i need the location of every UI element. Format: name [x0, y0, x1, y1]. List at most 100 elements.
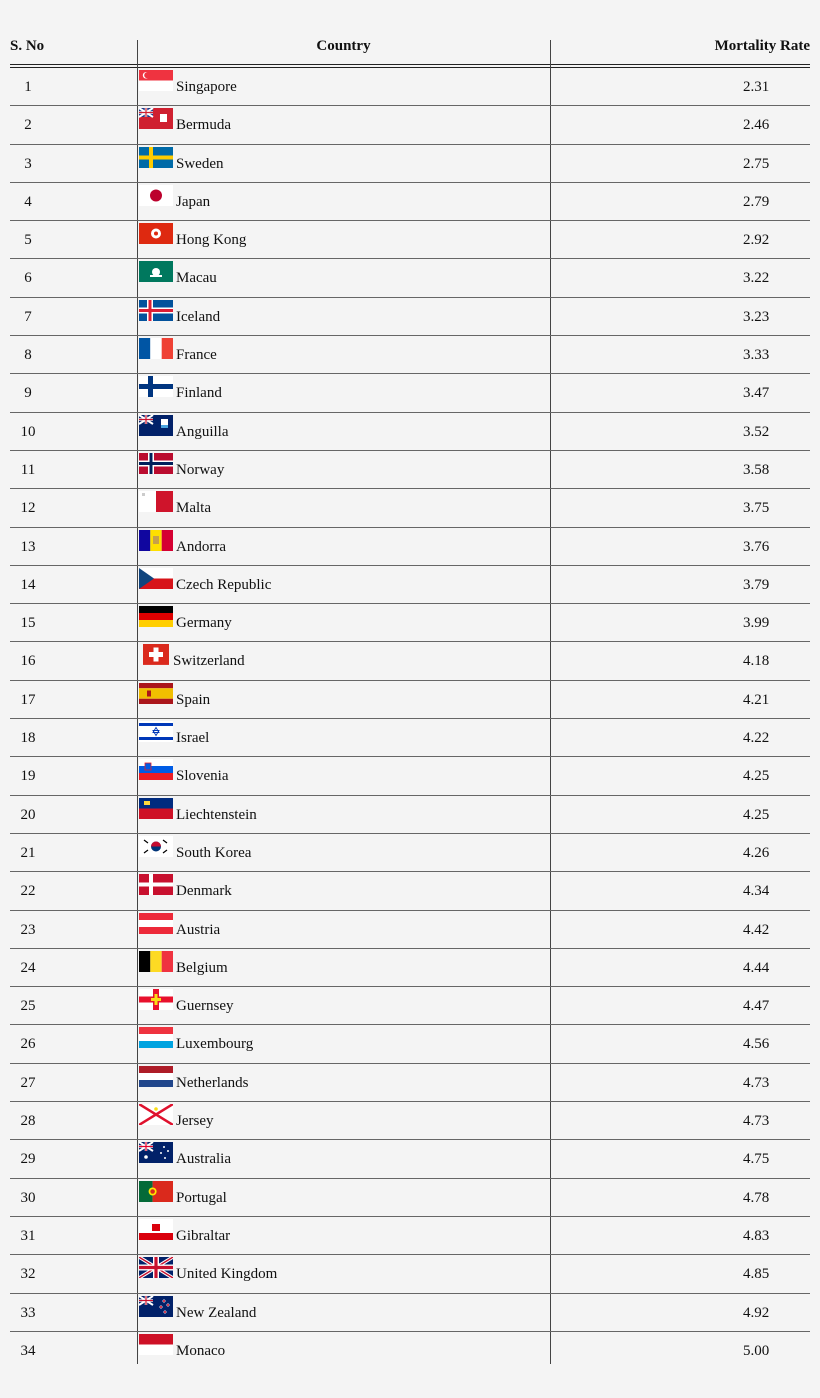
hong-kong-flag-icon	[139, 223, 173, 245]
table-header: S. No Country Mortality Rate	[10, 34, 810, 64]
table-row: 20 Liechtenstein 4.25	[10, 796, 810, 834]
macau-flag-icon	[139, 261, 173, 283]
japan-flag-icon	[139, 184, 173, 206]
row-sno: 14	[20, 576, 36, 593]
table-row: 8 France 3.33	[10, 336, 810, 375]
row-sno: 6	[24, 270, 32, 287]
table-row: 12 Malta 3.75	[10, 489, 810, 528]
row-mortality-rate: 4.26	[743, 844, 770, 861]
row-sno: 21	[20, 844, 36, 861]
header-sno: S. No	[10, 38, 45, 54]
row-sno: 11	[20, 461, 36, 478]
finland-flag-icon	[139, 376, 173, 398]
row-sno: 5	[24, 232, 32, 249]
row-mortality-rate: 4.85	[743, 1266, 770, 1283]
table-row: 5 Hong Kong 2.92	[10, 221, 810, 260]
table-row: 23 Austria 4.42	[10, 911, 810, 949]
row-country: Iceland	[176, 308, 221, 325]
row-mortality-rate: 4.56	[743, 1036, 770, 1053]
gibraltar-flag-icon	[139, 1218, 173, 1240]
row-country: Denmark	[176, 883, 232, 900]
table-row: 27 Netherlands 4.73	[10, 1064, 810, 1103]
row-country: Andorra	[176, 538, 226, 555]
row-mortality-rate: 4.42	[743, 921, 770, 938]
new-zealand-flag-icon	[139, 1295, 173, 1317]
row-sno: 22	[20, 883, 36, 900]
australia-flag-icon	[139, 1142, 173, 1164]
row-country: Liechtenstein	[176, 806, 257, 823]
row-mortality-rate: 4.34	[743, 883, 770, 900]
south-korea-flag-icon	[139, 835, 173, 857]
table-row: 26 Luxembourg 4.56	[10, 1025, 810, 1064]
table-row: 3 Sweden 2.75	[10, 145, 810, 183]
row-country: Slovenia	[176, 768, 229, 785]
table-row: 33 New Zealand 4.92	[10, 1294, 810, 1332]
iceland-flag-icon	[139, 299, 173, 321]
austria-flag-icon	[139, 912, 173, 934]
row-sno: 7	[24, 308, 32, 325]
norway-flag-icon	[139, 452, 173, 474]
table-row: 32 United Kingdom 4.85	[10, 1255, 810, 1294]
row-country: Austria	[176, 921, 221, 938]
spain-flag-icon	[139, 682, 173, 704]
switzerland-flag-icon	[139, 644, 173, 666]
row-country: Finland	[176, 385, 222, 402]
row-country: France	[176, 347, 217, 364]
header-rule-bottom	[10, 67, 810, 68]
table-row: 17 Spain 4.21	[10, 681, 810, 720]
row-mortality-rate: 4.22	[743, 730, 770, 747]
united-kingdom-flag-icon	[139, 1257, 173, 1279]
table-row: 22 Denmark 4.34	[10, 872, 810, 911]
row-sno: 26	[20, 1036, 36, 1053]
row-mortality-rate: 2.79	[743, 193, 770, 210]
monaco-flag-icon	[139, 1333, 173, 1355]
table-row: 1 Singapore 2.31	[10, 68, 810, 107]
anguilla-flag-icon	[139, 414, 173, 436]
row-mortality-rate: 3.23	[743, 308, 770, 325]
row-sno: 4	[24, 193, 32, 210]
row-sno: 3	[24, 155, 32, 172]
table-row: 15 Germany 3.99	[10, 604, 810, 643]
row-mortality-rate: 4.18	[743, 653, 770, 670]
row-mortality-rate: 4.44	[743, 959, 770, 976]
row-country: Portugal	[176, 1189, 227, 1206]
row-country: New Zealand	[176, 1304, 257, 1321]
row-mortality-rate: 4.92	[743, 1304, 770, 1321]
table-row: 21 South Korea 4.26	[10, 834, 810, 873]
row-sno: 12	[20, 500, 36, 517]
table-row: 30 Portugal 4.78	[10, 1179, 810, 1217]
portugal-flag-icon	[139, 1180, 173, 1202]
table-row: 16 Switzerland 4.18	[10, 642, 810, 681]
header-country: Country	[316, 38, 371, 54]
row-sno: 24	[20, 959, 36, 976]
table-row: 24 Belgium 4.44	[10, 949, 810, 988]
row-country: Guernsey	[176, 998, 234, 1015]
row-mortality-rate: 4.25	[743, 768, 770, 785]
column-divider-1	[137, 40, 138, 1364]
row-sno: 20	[20, 806, 36, 823]
row-sno: 19	[20, 768, 36, 785]
row-mortality-rate: 4.21	[743, 691, 770, 708]
row-sno: 8	[24, 347, 32, 364]
row-sno: 32	[20, 1266, 36, 1283]
table-row: 34 Monaco 5.00	[10, 1332, 810, 1369]
row-sno: 13	[20, 538, 36, 555]
israel-flag-icon	[139, 721, 173, 743]
row-sno: 15	[20, 615, 36, 632]
jersey-flag-icon	[139, 1104, 173, 1126]
row-mortality-rate: 3.52	[743, 423, 770, 440]
row-sno: 31	[20, 1227, 36, 1244]
table-row: 28 Jersey 4.73	[10, 1102, 810, 1141]
row-mortality-rate: 4.75	[743, 1151, 770, 1168]
denmark-flag-icon	[139, 874, 173, 896]
czech-flag-icon	[139, 567, 173, 589]
belgium-flag-icon	[139, 950, 173, 972]
row-sno: 34	[20, 1342, 36, 1359]
table-row: 2 Bermuda 2.46	[10, 106, 810, 145]
liechtenstein-flag-icon	[139, 797, 173, 819]
row-country: Luxembourg	[176, 1036, 254, 1053]
table-row: 25 Guernsey 4.47	[10, 987, 810, 1026]
row-sno: 33	[20, 1304, 36, 1321]
row-sno: 18	[20, 730, 36, 747]
row-country: Sweden	[176, 155, 224, 172]
